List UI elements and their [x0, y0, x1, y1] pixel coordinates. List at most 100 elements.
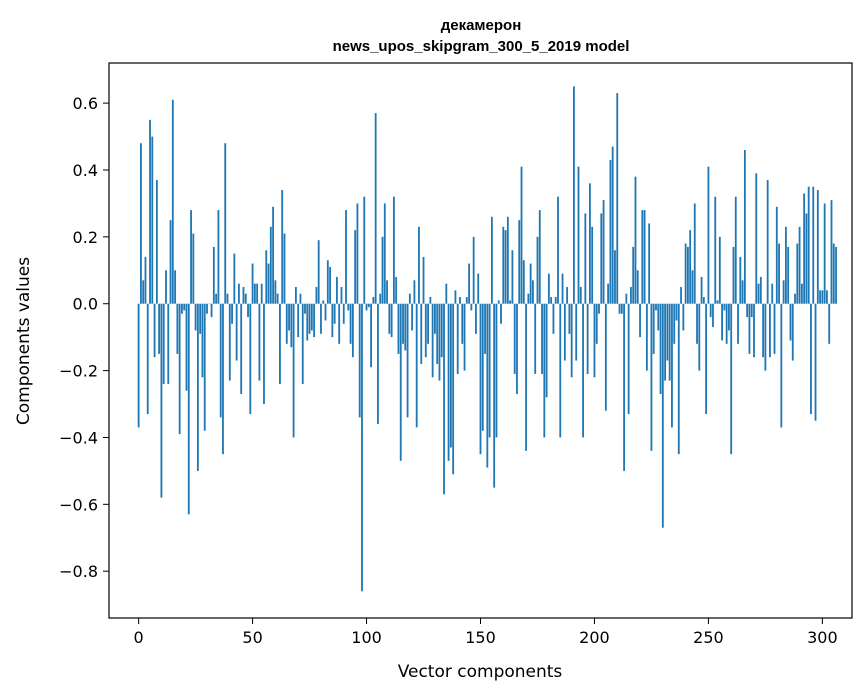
bar — [306, 303, 309, 341]
bar — [486, 303, 489, 468]
bar — [723, 303, 726, 311]
bar — [543, 303, 546, 438]
bar — [199, 303, 202, 334]
bar — [625, 293, 628, 304]
bar — [395, 276, 398, 304]
bar — [675, 303, 678, 321]
bar — [320, 303, 322, 334]
y-tick-label: 0.6 — [73, 94, 98, 113]
bar — [418, 226, 420, 304]
bar — [231, 303, 233, 324]
bar — [652, 303, 655, 354]
bar — [552, 303, 555, 334]
bar — [568, 303, 571, 334]
bar — [443, 303, 445, 495]
bar — [645, 303, 648, 371]
bar — [365, 303, 368, 311]
bar — [616, 93, 619, 304]
bar — [702, 297, 705, 304]
bar — [165, 270, 167, 304]
bar — [826, 290, 828, 304]
bar — [611, 146, 614, 304]
bar — [794, 293, 796, 304]
bar — [582, 303, 584, 438]
bar — [356, 203, 359, 304]
bar — [657, 303, 660, 331]
bar — [288, 303, 290, 331]
bar — [691, 270, 694, 304]
bar — [160, 303, 163, 498]
y-tick-label: −0.8 — [59, 562, 98, 581]
bar — [219, 303, 222, 418]
bar — [771, 283, 774, 304]
bar — [317, 240, 320, 304]
y-tick-label: 0.4 — [73, 161, 98, 180]
bar — [522, 260, 525, 304]
chart-title: декамерон — [441, 17, 522, 34]
bar — [238, 283, 240, 304]
bar — [700, 276, 703, 304]
bar — [563, 303, 566, 361]
bar — [174, 270, 176, 304]
bar — [187, 303, 190, 515]
bar — [285, 303, 288, 344]
bar — [340, 287, 343, 304]
bar — [249, 303, 252, 415]
bar — [689, 230, 692, 304]
bar — [315, 287, 318, 304]
bar — [301, 303, 304, 384]
bar — [659, 303, 662, 394]
bar — [251, 263, 254, 304]
bar — [308, 303, 311, 334]
bar — [336, 276, 338, 304]
bar — [643, 210, 646, 304]
bar — [488, 303, 491, 438]
bar — [705, 303, 708, 415]
bar — [739, 256, 742, 304]
bar — [664, 303, 667, 381]
bar — [470, 303, 473, 311]
bar — [354, 230, 357, 304]
x-tick-label: 0 — [134, 628, 144, 647]
y-tick-label: 0.0 — [73, 295, 98, 314]
x-axis: 0 50 100 150 200 250 300 — [134, 618, 838, 647]
bar — [224, 143, 227, 304]
bar — [222, 303, 224, 455]
bar — [212, 246, 215, 304]
y-tick-label: −0.2 — [59, 362, 98, 381]
bar — [235, 303, 238, 361]
bar — [415, 303, 418, 428]
bar — [709, 303, 712, 318]
bar — [620, 303, 623, 314]
bar — [686, 246, 689, 304]
bar — [550, 297, 553, 304]
bar — [778, 243, 780, 304]
chart-subtitle: news_upos_skipgram_300_5_2019 model — [333, 38, 630, 55]
x-tick-label: 300 — [807, 628, 838, 647]
bar — [506, 216, 509, 304]
bar — [465, 297, 468, 304]
bar — [247, 303, 249, 318]
bar — [155, 180, 158, 304]
bar — [253, 283, 256, 304]
bar — [181, 303, 183, 314]
bar — [632, 246, 635, 304]
bar — [217, 210, 220, 304]
bar — [274, 280, 277, 304]
bar — [162, 303, 165, 384]
bar — [304, 303, 306, 314]
bar — [185, 303, 188, 391]
bar — [753, 303, 755, 358]
bar — [769, 303, 771, 358]
bar — [789, 303, 792, 341]
bar — [830, 200, 833, 304]
bar — [577, 166, 580, 304]
bar — [479, 303, 482, 455]
bar — [331, 303, 334, 338]
bar — [784, 226, 787, 304]
bar — [791, 303, 794, 361]
bar — [677, 303, 680, 455]
bar — [240, 303, 243, 394]
bar — [614, 250, 616, 304]
bar — [399, 303, 402, 461]
